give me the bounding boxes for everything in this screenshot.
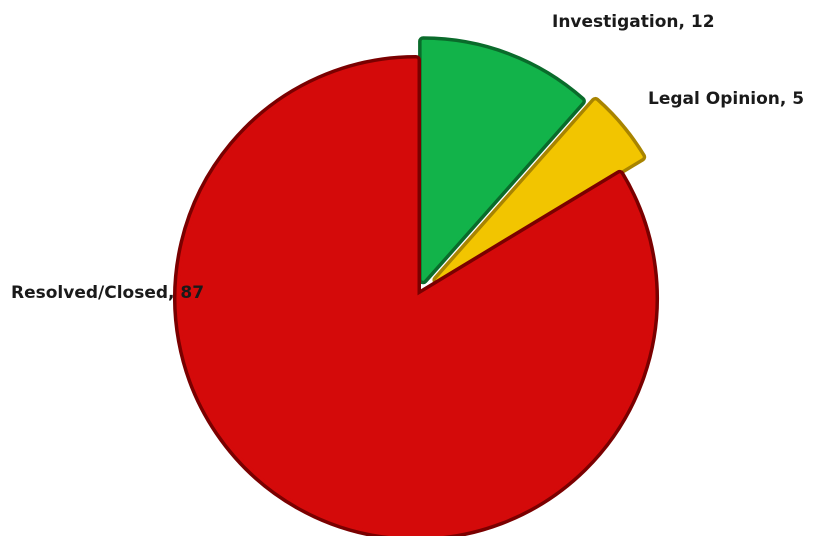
slice-label-resolved-closed: Resolved/Closed, 87 (11, 283, 204, 303)
pie-slice-resolved-closed (176, 58, 656, 536)
slice-label-investigation: Investigation, 12 (552, 12, 715, 32)
pie-slice-legal-opinion (436, 100, 643, 282)
pie-labels: Investigation, 12 Legal Opinion, 5 Resol… (11, 12, 804, 303)
slice-label-legal-opinion: Legal Opinion, 5 (648, 89, 804, 109)
pie-slice-investigation (421, 39, 583, 281)
pie-slices (173, 36, 659, 536)
